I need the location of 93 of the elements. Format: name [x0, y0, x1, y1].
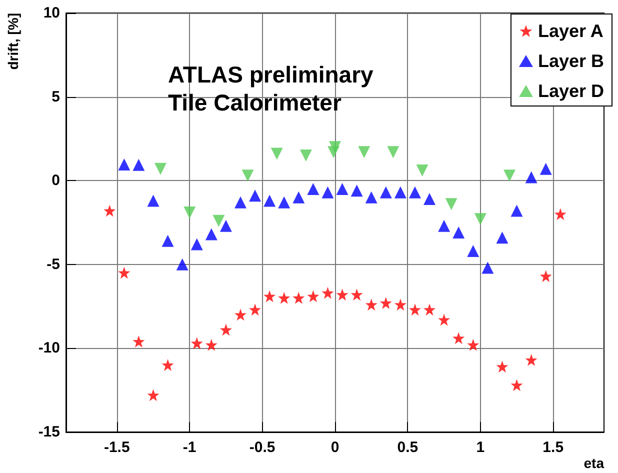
point	[220, 324, 232, 336]
point	[147, 389, 160, 402]
annotation: Tile Calorimeter	[168, 90, 342, 116]
point	[249, 304, 262, 316]
point	[132, 335, 145, 348]
point	[554, 208, 566, 220]
x-tick-label: 0	[330, 439, 340, 456]
point	[467, 338, 480, 351]
point	[184, 206, 196, 218]
point	[234, 196, 246, 208]
point	[380, 186, 392, 198]
point	[104, 204, 116, 217]
point	[525, 354, 538, 366]
point	[322, 186, 334, 198]
point	[387, 146, 400, 158]
point	[264, 290, 276, 302]
x-tick-label: -1.5	[104, 439, 130, 456]
point	[336, 288, 348, 301]
point	[307, 290, 320, 302]
point	[162, 234, 174, 247]
y-tick-label: -15	[38, 424, 60, 440]
point	[336, 182, 348, 195]
point	[118, 266, 130, 279]
legend-label: Layer D	[538, 81, 604, 101]
point	[270, 148, 283, 160]
point	[154, 162, 167, 175]
point	[118, 158, 130, 171]
point	[445, 198, 458, 210]
point	[365, 298, 378, 311]
point	[190, 238, 203, 250]
point	[408, 304, 421, 316]
legend-label: Layer B	[538, 51, 604, 71]
point	[147, 194, 160, 207]
point	[242, 170, 254, 182]
point	[365, 191, 378, 204]
point	[482, 262, 494, 274]
point	[474, 213, 486, 226]
y-tick-label: -10	[38, 340, 60, 357]
point	[249, 190, 262, 202]
point	[424, 304, 436, 316]
point	[540, 162, 552, 175]
x-tick-label: 0.5	[397, 439, 418, 456]
point	[496, 360, 508, 373]
point	[510, 379, 523, 392]
point	[525, 171, 538, 184]
point	[380, 296, 392, 309]
point	[220, 220, 232, 232]
point	[292, 191, 305, 204]
point	[452, 226, 465, 239]
point	[162, 358, 174, 371]
y-tick-label: 5	[52, 88, 60, 106]
point	[212, 214, 225, 227]
point	[350, 288, 363, 301]
point	[510, 204, 523, 217]
point	[503, 170, 516, 182]
legend-label: Layer A	[538, 21, 604, 41]
x-tick-label: 1.5	[542, 439, 564, 456]
y-tick-label: -5	[46, 256, 60, 273]
x-tick-label: -0.5	[249, 439, 276, 456]
point	[300, 149, 312, 162]
y-tick-label: 0	[52, 172, 60, 190]
point	[408, 186, 421, 198]
point	[322, 286, 334, 299]
annotation: ATLAS preliminary	[168, 62, 374, 88]
point	[540, 270, 552, 282]
point	[278, 292, 290, 304]
point	[176, 258, 188, 270]
point	[394, 186, 406, 198]
point	[205, 338, 218, 351]
point	[438, 220, 450, 232]
y-axis-title: drift, [%]	[5, 13, 21, 70]
point	[438, 314, 450, 326]
x-axis-title: eta	[584, 455, 604, 471]
point	[205, 228, 218, 240]
x-tick-label: -1	[182, 439, 196, 456]
point	[424, 193, 436, 206]
point	[190, 337, 203, 350]
point	[234, 308, 246, 321]
point	[394, 298, 406, 311]
point	[350, 184, 363, 197]
point	[132, 158, 145, 171]
x-tick-label: 1	[476, 439, 485, 456]
point	[467, 244, 480, 257]
point	[358, 146, 370, 158]
point	[416, 164, 428, 177]
point	[329, 141, 341, 154]
point	[307, 182, 320, 195]
y-tick-label: 10	[43, 4, 60, 22]
point	[278, 196, 290, 208]
point	[264, 194, 276, 207]
point	[292, 292, 305, 304]
point	[496, 232, 508, 244]
point	[452, 332, 465, 344]
